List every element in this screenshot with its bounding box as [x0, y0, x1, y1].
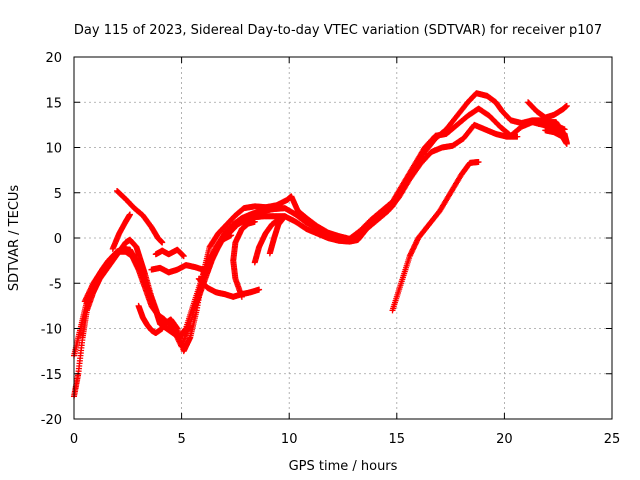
x-tick-label: 5	[177, 432, 185, 447]
series-16	[525, 99, 570, 121]
series-17	[535, 119, 570, 146]
gridlines	[74, 57, 612, 419]
y-tick-label: 10	[45, 142, 62, 157]
y-tick-label: 20	[45, 51, 62, 66]
y-tick-label: -15	[41, 368, 62, 383]
y-tick-label: -5	[49, 277, 62, 292]
series-4	[114, 187, 166, 246]
series-6	[135, 302, 166, 337]
x-tick-label: 10	[281, 432, 298, 447]
data-point	[563, 140, 570, 147]
data-point	[251, 218, 258, 225]
data-points	[71, 90, 570, 400]
y-tick-label: 5	[54, 187, 62, 202]
data-point	[563, 102, 570, 109]
y-tick-label: -20	[41, 413, 62, 428]
data-point	[180, 253, 187, 260]
data-point	[475, 158, 482, 165]
series-3	[81, 121, 521, 341]
chart-title: Day 115 of 2023, Sidereal Day-to-day VTE…	[74, 23, 602, 38]
data-point	[228, 232, 235, 239]
series-15	[389, 158, 482, 314]
series-1	[71, 90, 568, 400]
x-tick-label: 0	[70, 432, 78, 447]
series-10	[230, 218, 258, 300]
data-point	[126, 211, 133, 218]
data-point	[159, 239, 166, 246]
y-axis-label: SDTVAR / TECUs	[7, 185, 22, 292]
series-14	[266, 213, 288, 257]
data-point	[514, 133, 521, 140]
y-tick-label: 0	[54, 232, 62, 247]
x-axis-label: GPS time / hours	[289, 459, 398, 474]
series-12	[204, 232, 235, 276]
series-5	[109, 211, 133, 252]
data-point	[159, 325, 166, 332]
data-point	[256, 286, 263, 293]
series-18	[542, 127, 570, 147]
series-7	[148, 262, 207, 276]
data-point	[200, 266, 207, 273]
data-point	[281, 213, 288, 220]
x-tick-label: 15	[389, 432, 406, 447]
y-tick-label: 15	[45, 96, 62, 111]
series-8	[152, 246, 187, 260]
axis-ticks: 0 5 10 15 20 25 -20 -15 -10 -5 0 5 10 15 20	[41, 51, 621, 447]
x-tick-label: 20	[496, 432, 513, 447]
x-tick-label: 25	[604, 432, 621, 447]
y-tick-label: -10	[41, 323, 62, 338]
